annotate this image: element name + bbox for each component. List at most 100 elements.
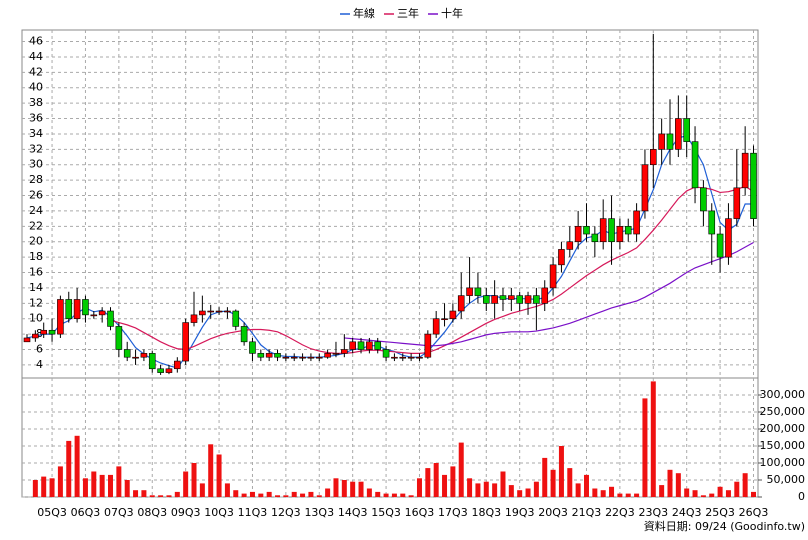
y-tick-label: 14	[29, 281, 43, 294]
candle-body	[32, 333, 39, 339]
volume-bar	[717, 486, 723, 497]
volume-bar	[667, 469, 673, 497]
annotation: 資料日期: 09/24 (Goodinfo.tw)	[644, 519, 805, 533]
y-tick-label: 18	[29, 250, 43, 263]
volume-bar	[266, 491, 272, 497]
candle-body	[307, 356, 315, 359]
candle-body	[449, 310, 457, 320]
candle-body	[40, 329, 48, 335]
x-tick-label: 07Q3	[104, 506, 134, 519]
volume-bar	[692, 490, 698, 497]
volume-bar	[508, 485, 514, 497]
candle-body	[683, 118, 690, 142]
candle-body	[633, 210, 640, 235]
x-tick-label: 19Q3	[505, 506, 535, 519]
candle-body	[591, 233, 599, 243]
candle-body	[73, 299, 81, 320]
candle-body	[608, 218, 615, 243]
ma-line	[344, 241, 754, 347]
candle-body	[750, 152, 757, 219]
candle-body	[666, 133, 674, 150]
candle-body	[282, 356, 290, 359]
candle-body	[57, 299, 64, 335]
volume-bar	[108, 474, 114, 497]
volume-bar	[684, 488, 690, 497]
volume-bar	[41, 476, 47, 497]
candle-body	[716, 233, 724, 258]
candle-body	[366, 341, 373, 350]
volume-bar	[609, 486, 615, 497]
candle-body	[466, 287, 473, 296]
volume-bar	[166, 495, 172, 497]
candle-body	[474, 287, 482, 296]
volume-bar	[350, 481, 356, 497]
volume-bar	[174, 491, 180, 497]
volume-bar	[734, 481, 740, 497]
volume-bar	[558, 446, 564, 497]
candle-body	[324, 353, 331, 358]
volume-bar	[183, 471, 189, 497]
volume-bar	[617, 493, 623, 497]
volume-bar	[158, 495, 164, 497]
y-tick-label: 8	[36, 327, 43, 340]
candle-body	[207, 310, 215, 313]
volume-bar	[333, 478, 339, 497]
candle-body	[115, 326, 123, 350]
candle-body	[374, 341, 382, 350]
x-tick-label: 10Q3	[204, 506, 234, 519]
candle-body	[391, 356, 398, 359]
volume-bar	[258, 493, 264, 497]
x-tick-label: 17Q3	[438, 506, 468, 519]
volume-bar	[275, 495, 281, 497]
volume-bar	[82, 478, 88, 497]
candle-body	[700, 187, 707, 212]
candle-body	[240, 326, 248, 343]
volume-bar	[191, 463, 197, 497]
candle-body	[232, 310, 240, 327]
x-tick-label: 24Q3	[672, 506, 702, 519]
volume-bar	[325, 488, 331, 497]
candle-body	[649, 149, 657, 166]
volume-bar	[66, 440, 72, 497]
volume-bar	[600, 490, 606, 497]
volume-bar	[550, 469, 556, 497]
candle-body	[140, 353, 148, 358]
x-tick-label: 23Q3	[638, 506, 668, 519]
volume-bar	[249, 491, 255, 497]
volume-bar	[416, 478, 422, 497]
volume-bar	[425, 468, 431, 497]
volume-bar	[450, 466, 456, 497]
candle-body	[357, 341, 365, 350]
volume-bar	[358, 481, 364, 497]
x-tick-label: 05Q3	[37, 506, 67, 519]
candle-body	[174, 360, 181, 370]
candle-body	[299, 356, 306, 359]
candle-body	[599, 218, 607, 243]
candle-body	[558, 249, 565, 266]
candle-body	[616, 226, 624, 243]
candle-body	[315, 356, 323, 359]
volume-bar	[366, 488, 372, 497]
candle-body	[441, 318, 448, 321]
volume-bar	[542, 457, 548, 497]
volume-bar	[525, 488, 531, 497]
volume-tick-label: 150,000	[760, 439, 806, 452]
volume-bar	[709, 493, 715, 497]
volume-bar	[675, 473, 681, 497]
candle-body	[48, 329, 56, 335]
volume-bar	[500, 471, 506, 497]
volume-bar	[124, 480, 130, 497]
candle-body	[675, 118, 682, 150]
volume-bar	[391, 493, 397, 497]
candle-body	[499, 295, 507, 300]
legend-label: 年線	[353, 6, 375, 20]
candle-body	[332, 353, 340, 355]
candle-body	[733, 187, 741, 219]
volume-bar	[634, 493, 640, 497]
candle-body	[741, 152, 749, 189]
volume-bar	[725, 490, 731, 497]
x-tick-label: 09Q3	[171, 506, 201, 519]
y-tick-label: 28	[29, 173, 43, 186]
volume-bar	[492, 483, 498, 497]
candle-body	[157, 368, 164, 373]
